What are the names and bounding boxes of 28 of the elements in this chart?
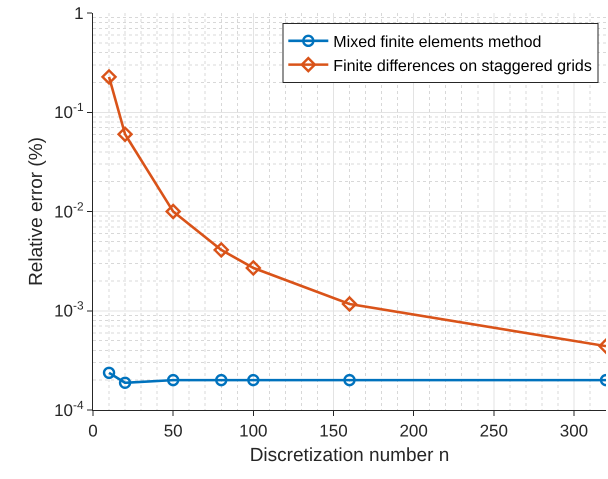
- x-tick-label: 200: [399, 421, 428, 440]
- legend-label: Mixed finite elements method: [333, 34, 542, 52]
- point: [102, 366, 116, 380]
- x-tick-label: 50: [164, 421, 183, 440]
- y-tick-label: 1: [74, 4, 84, 23]
- y-tick-label: 10$^{-2}$: [54, 199, 84, 222]
- y-tick-label: 10$^{-1}$: [54, 100, 84, 122]
- point: [342, 296, 358, 312]
- point: [165, 204, 181, 220]
- y-tick-label: 10$^{-4}$: [54, 398, 84, 420]
- point: [246, 260, 262, 276]
- point: [118, 376, 132, 389]
- point: [117, 126, 133, 142]
- x-tick-label: 100: [239, 421, 268, 440]
- x-axis-title: Discretization number n: [250, 445, 450, 466]
- y-axis-title: Relative error (%): [26, 137, 47, 286]
- x-tick-label: 250: [480, 421, 508, 440]
- point: [101, 69, 117, 85]
- point: [214, 242, 229, 258]
- point: [215, 374, 228, 386]
- x-tick-label: 0: [88, 421, 98, 440]
- y-tick-label: 10$^{-3}$: [54, 298, 84, 321]
- legend-label: Finite differences on staggered grids: [333, 58, 592, 75]
- point: [343, 374, 356, 386]
- x-tick-label: 150: [319, 421, 348, 440]
- point: [166, 374, 180, 386]
- x-tick-label: 300: [560, 421, 588, 440]
- point: [247, 374, 260, 386]
